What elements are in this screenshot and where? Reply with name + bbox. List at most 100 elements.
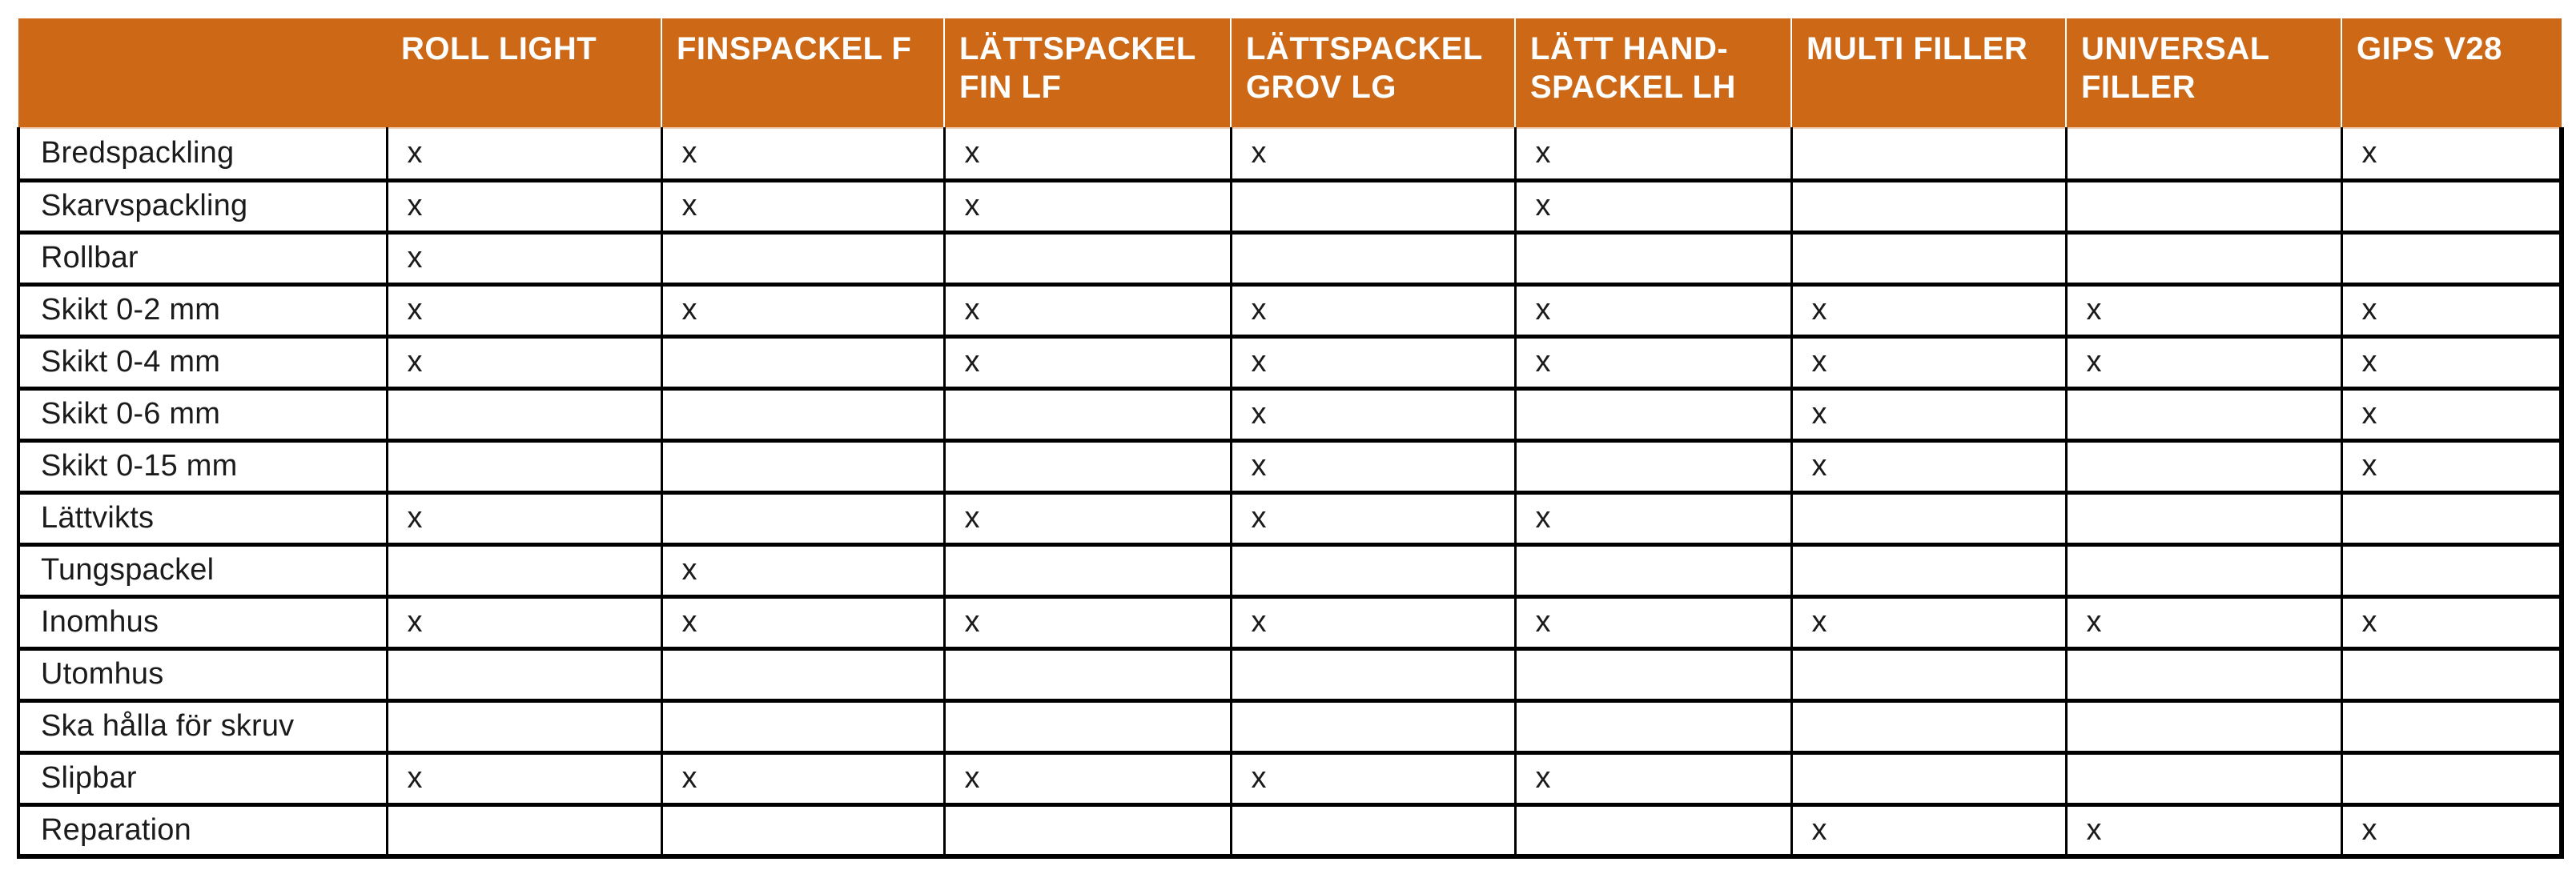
empty-cell-gips-v28: [2340, 178, 2564, 234]
row-label: Rollbar: [17, 230, 388, 286]
mark-cell-finspackel-f: x: [660, 178, 946, 234]
empty-cell-gips-v28: [2340, 490, 2564, 546]
mark-cell-l-ttspackel-fin-lf: x: [942, 750, 1232, 806]
mark-cell-l-ttspackel-fin-lf: x: [942, 490, 1232, 546]
mark-cell-universal-filler: x: [2064, 282, 2343, 338]
table-row-utomhus: Utomhus: [17, 646, 2564, 702]
table-row-l-ttvikts: Lättvikts x x x x: [17, 490, 2564, 546]
empty-cell-multi-filler: [1790, 646, 2068, 702]
row-label: Skikt 0-15 mm: [17, 438, 388, 494]
empty-cell-multi-filler: [1790, 178, 2068, 234]
empty-cell-l-tt-hand-spackel-lh: [1513, 646, 1793, 702]
empty-cell-l-tt-hand-spackel-lh: [1513, 802, 1793, 859]
empty-cell-l-ttspackel-fin-lf: [942, 646, 1232, 702]
empty-cell-l-tt-hand-spackel-lh: [1513, 230, 1793, 286]
column-header-l-ttspackel-fin-lf: LÄTTSPACKEL FIN LF: [943, 18, 1231, 129]
empty-cell-gips-v28: [2340, 698, 2564, 754]
row-label: Skarvspackling: [17, 178, 388, 234]
mark-cell-l-ttspackel-grov-lg: x: [1229, 334, 1517, 390]
mark-cell-multi-filler: x: [1790, 334, 2068, 390]
product-comparison-table: ROLL LIGHT FINSPACKEL F LÄTTSPACKEL FIN LF…: [17, 18, 2564, 859]
empty-cell-gips-v28: [2340, 750, 2564, 806]
table-row-skikt-0-2-mm: Skikt 0-2 mm x x x x x x x x: [17, 282, 2564, 338]
table-row-skikt-0-6-mm: Skikt 0-6 mm x x x: [17, 386, 2564, 442]
column-header-l-ttspackel-grov-lg: LÄTTSPACKEL GROV LG: [1230, 18, 1515, 129]
row-label: Bredspackling: [17, 127, 388, 182]
mark-cell-l-ttspackel-grov-lg: x: [1229, 282, 1517, 338]
empty-cell-finspackel-f: [660, 698, 946, 754]
mark-cell-multi-filler: x: [1790, 282, 2068, 338]
product-comparison-section: ROLL LIGHT FINSPACKEL F LÄTTSPACKEL FIN LF…: [17, 18, 2564, 859]
empty-cell-roll-light: [385, 386, 663, 442]
mark-cell-roll-light: x: [385, 594, 663, 650]
mark-cell-gips-v28: x: [2340, 127, 2564, 182]
table-row-slipbar: Slipbar x x x x x: [17, 750, 2564, 806]
mark-cell-multi-filler: x: [1790, 802, 2068, 859]
column-header-universal-filler: UNIVERSAL FILLER: [2065, 18, 2341, 129]
empty-cell-l-ttspackel-fin-lf: [942, 802, 1232, 859]
row-label: Ska hålla för skruv: [17, 698, 388, 754]
row-label: Skikt 0-4 mm: [17, 334, 388, 390]
empty-cell-universal-filler: [2064, 750, 2343, 806]
mark-cell-universal-filler: x: [2064, 802, 2343, 859]
mark-cell-finspackel-f: x: [660, 127, 946, 182]
table-row-skikt-0-15-mm: Skikt 0-15 mm x x x: [17, 438, 2564, 494]
mark-cell-multi-filler: x: [1790, 438, 2068, 494]
empty-cell-finspackel-f: [660, 230, 946, 286]
empty-cell-l-ttspackel-fin-lf: [942, 230, 1232, 286]
empty-cell-multi-filler: [1790, 542, 2068, 598]
empty-cell-universal-filler: [2064, 127, 2343, 182]
empty-cell-roll-light: [385, 438, 663, 494]
mark-cell-roll-light: x: [385, 282, 663, 338]
mark-cell-l-ttspackel-fin-lf: x: [942, 127, 1232, 182]
empty-cell-universal-filler: [2064, 542, 2343, 598]
empty-cell-finspackel-f: [660, 386, 946, 442]
column-header-finspackel-f: FINSPACKEL F: [661, 18, 944, 129]
mark-cell-l-tt-hand-spackel-lh: x: [1513, 282, 1793, 338]
mark-cell-finspackel-f: x: [660, 542, 946, 598]
table-row-bredspackling: Bredspackling x x x x x x: [17, 127, 2564, 182]
row-label: Lättvikts: [17, 490, 388, 546]
row-label: Slipbar: [17, 750, 388, 806]
empty-cell-multi-filler: [1790, 698, 2068, 754]
mark-cell-l-ttspackel-fin-lf: x: [942, 282, 1232, 338]
mark-cell-roll-light: x: [385, 490, 663, 546]
mark-cell-universal-filler: x: [2064, 594, 2343, 650]
empty-cell-gips-v28: [2340, 646, 2564, 702]
mark-cell-finspackel-f: x: [660, 282, 946, 338]
mark-cell-l-ttspackel-fin-lf: x: [942, 334, 1232, 390]
mark-cell-gips-v28: x: [2340, 438, 2564, 494]
table-row-rollbar: Rollbar x: [17, 230, 2564, 286]
empty-cell-finspackel-f: [660, 334, 946, 390]
table-row-tungspackel: Tungspackel x: [17, 542, 2564, 598]
empty-cell-finspackel-f: [660, 802, 946, 859]
mark-cell-multi-filler: x: [1790, 386, 2068, 442]
table-body: Bredspackling x x x x x x Skarvspackling x x x x Rol…: [17, 127, 2564, 859]
empty-cell-l-ttspackel-fin-lf: [942, 386, 1232, 442]
empty-cell-finspackel-f: [660, 646, 946, 702]
empty-cell-universal-filler: [2064, 698, 2343, 754]
mark-cell-l-ttspackel-grov-lg: x: [1229, 490, 1517, 546]
mark-cell-roll-light: x: [385, 334, 663, 390]
empty-cell-finspackel-f: [660, 438, 946, 494]
column-header-gips-v28: GIPS V28: [2341, 18, 2562, 129]
mark-cell-l-tt-hand-spackel-lh: x: [1513, 594, 1793, 650]
mark-cell-roll-light: x: [385, 230, 663, 286]
empty-cell-l-tt-hand-spackel-lh: [1513, 386, 1793, 442]
empty-cell-multi-filler: [1790, 127, 2068, 182]
mark-cell-l-ttspackel-grov-lg: x: [1229, 438, 1517, 494]
empty-cell-roll-light: [385, 802, 663, 859]
table-header: ROLL LIGHT FINSPACKEL F LÄTTSPACKEL FIN LF…: [18, 18, 2562, 129]
empty-cell-roll-light: [385, 542, 663, 598]
mark-cell-l-tt-hand-spackel-lh: x: [1513, 750, 1793, 806]
mark-cell-universal-filler: x: [2064, 334, 2343, 390]
empty-cell-universal-filler: [2064, 646, 2343, 702]
mark-cell-l-tt-hand-spackel-lh: x: [1513, 178, 1793, 234]
mark-cell-l-ttspackel-fin-lf: x: [942, 594, 1232, 650]
header-row: ROLL LIGHT FINSPACKEL F LÄTTSPACKEL FIN LF…: [18, 18, 2562, 129]
mark-cell-l-ttspackel-grov-lg: x: [1229, 386, 1517, 442]
column-header-multi-filler: MULTI FILLER: [1790, 18, 2066, 129]
empty-cell-universal-filler: [2064, 178, 2343, 234]
mark-cell-gips-v28: x: [2340, 386, 2564, 442]
mark-cell-finspackel-f: x: [660, 750, 946, 806]
